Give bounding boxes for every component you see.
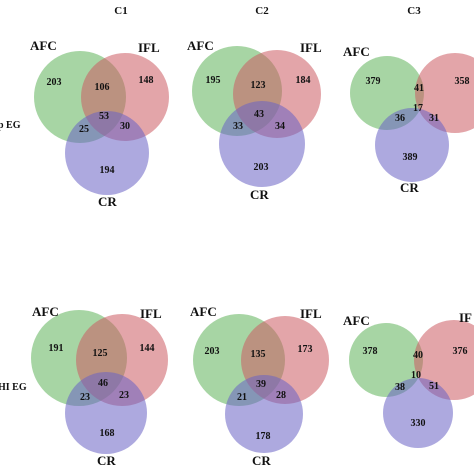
row-label-top: p EG xyxy=(0,120,21,131)
venn-r2c1-ifl-only: 144 xyxy=(140,343,155,354)
venn-r2c1-all: 46 xyxy=(98,378,108,389)
venn-r1c2-all: 43 xyxy=(254,109,264,120)
venn-r2c3-afc-cr: 38 xyxy=(395,382,405,393)
venn-r1c1-cr-only: 194 xyxy=(100,165,115,176)
venn-r1c1-afc-only: 203 xyxy=(47,77,62,88)
venn-r1c2: AFC IFL CR 195 123 184 43 33 34 203 xyxy=(187,38,322,202)
venn-r1c2-afc-ifl: 123 xyxy=(251,80,266,91)
venn-r1c2-afc-only: 195 xyxy=(206,75,221,86)
venn-r1c2-afc-label: AFC xyxy=(187,38,214,53)
venn-r2c1-afc-ifl: 125 xyxy=(93,348,108,359)
venn-r1c1-ifl-only: 148 xyxy=(139,75,154,86)
venn-r1c2-cr-label: CR xyxy=(250,187,269,202)
column-title-c2: C2 xyxy=(255,5,269,17)
column-title-c1: C1 xyxy=(114,5,127,17)
venn-r1c2-ifl-cr: 34 xyxy=(275,121,285,132)
venn-r2c2-cr-only: 178 xyxy=(256,431,271,442)
venn-r2c2-afc-only: 203 xyxy=(205,346,220,357)
venn-r2c2-afc-cr: 21 xyxy=(237,392,247,403)
venn-r2c2: AFC IFL CR 203 135 173 39 21 28 178 xyxy=(190,304,329,468)
venn-r1c3-ifl-only: 358 xyxy=(455,76,470,87)
venn-r2c2-ifl-cr: 28 xyxy=(276,390,286,401)
venn-r1c3-afc-only: 379 xyxy=(366,76,381,87)
venn-r2c3-ifl-label-clipped: IF xyxy=(459,310,472,325)
venn-r1c1-all: 53 xyxy=(99,111,109,122)
venn-r2c1-afc-label: AFC xyxy=(32,304,59,319)
venn-r2c3-afc-ifl: 40 xyxy=(413,350,423,361)
venn-r1c1-afc-label: AFC xyxy=(30,38,57,53)
venn-r2c2-cr-label: CR xyxy=(252,453,271,468)
venn-r1c2-afc-cr: 33 xyxy=(233,121,243,132)
venn-r1c1-afc-cr: 25 xyxy=(79,124,89,135)
venn-r1c3-ifl-cr: 31 xyxy=(429,113,439,124)
venn-r2c2-ifl-only: 173 xyxy=(298,344,313,355)
venn-r1c1-ifl-cr: 30 xyxy=(120,121,130,132)
venn-r1c1: AFC IFL CR 203 106 148 53 25 30 194 xyxy=(30,38,169,209)
venn-r1c3-cr-label: CR xyxy=(400,180,419,195)
venn-r1c3-cr-only: 389 xyxy=(403,152,418,163)
venn-r2c3-ifl-cr: 51 xyxy=(429,381,439,392)
venn-r2c3-afc-circle xyxy=(349,323,423,397)
venn-r2c1: AFC IFL CR 191 125 144 46 23 23 168 xyxy=(31,304,168,468)
venn-r1c2-ifl-only: 184 xyxy=(296,75,311,86)
venn-r2c3-afc-label: AFC xyxy=(343,313,370,328)
row-label-bottom: HI EG xyxy=(0,382,27,393)
venn-r2c2-all: 39 xyxy=(256,379,266,390)
venn-r2c2-cr-circle xyxy=(225,375,303,453)
venn-r1c3-afc-cr: 36 xyxy=(395,113,405,124)
venn-r2c1-cr-only: 168 xyxy=(100,428,115,439)
venn-r2c1-cr-circle xyxy=(65,372,147,454)
venn-r2c3: AFC IF 378 40 376 10 38 51 330 xyxy=(343,310,474,448)
venn-r2c3-cr-circle xyxy=(383,378,453,448)
venn-r1c1-cr-label: CR xyxy=(98,194,117,209)
venn-r1c3-afc-ifl: 41 xyxy=(414,83,424,94)
venn-r2c1-afc-cr: 23 xyxy=(80,392,90,403)
venn-r2c2-afc-ifl: 135 xyxy=(251,349,266,360)
venn-r1c2-cr-circle xyxy=(219,101,305,187)
venn-r1c1-ifl-label: IFL xyxy=(138,40,160,55)
venn-r2c2-afc-label: AFC xyxy=(190,304,217,319)
venn-r1c1-afc-ifl: 106 xyxy=(95,82,110,93)
venn-r2c3-afc-only: 378 xyxy=(363,346,378,357)
venn-r1c3: AFC 379 41 358 17 36 31 389 CR xyxy=(343,44,474,195)
venn-r2c3-ifl-only: 376 xyxy=(453,346,468,357)
venn-r1c3-cr-circle xyxy=(375,108,449,182)
venn-r1c2-ifl-label: IFL xyxy=(300,40,322,55)
venn-r2c1-ifl-label: IFL xyxy=(140,306,162,321)
venn-r2c1-ifl-cr: 23 xyxy=(119,390,129,401)
venn-r2c3-all: 10 xyxy=(411,370,421,381)
venn-r1c2-cr-only: 203 xyxy=(254,162,269,173)
venn-r2c2-ifl-label: IFL xyxy=(300,306,322,321)
venn-r2c1-cr-label: CR xyxy=(97,453,116,468)
venn-r1c3-afc-label: AFC xyxy=(343,44,370,59)
venn-r1c1-cr-circle xyxy=(65,111,149,195)
venn-r2c3-cr-only: 330 xyxy=(411,418,426,429)
venn-r2c1-afc-only: 191 xyxy=(49,343,64,354)
column-title-c3: C3 xyxy=(407,5,421,17)
venn-r1c3-all: 17 xyxy=(413,103,423,114)
